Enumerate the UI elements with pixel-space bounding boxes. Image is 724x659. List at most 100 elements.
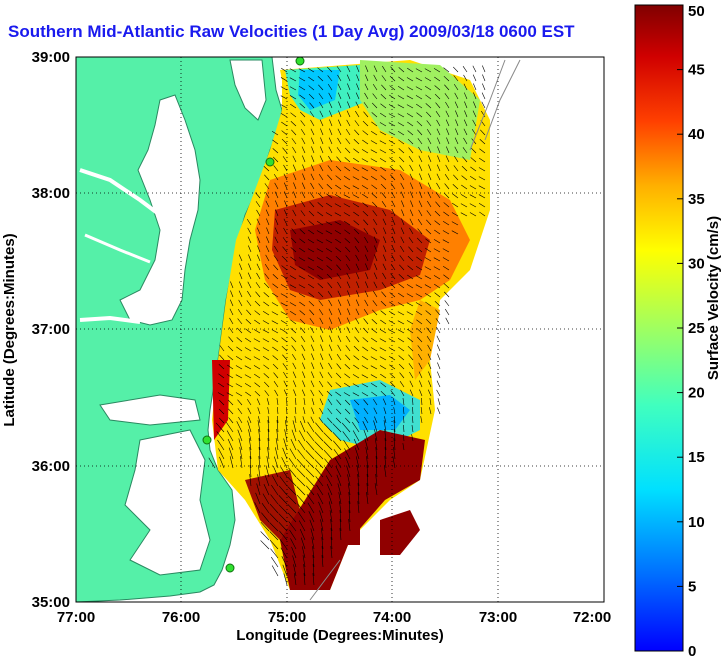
velocity-arrow xyxy=(319,326,324,334)
velocity-arrow xyxy=(302,380,306,388)
velocity-arrow xyxy=(308,229,315,235)
velocity-arrow xyxy=(296,458,306,469)
velocity-arrow xyxy=(451,202,459,208)
velocity-arrow xyxy=(254,502,261,514)
hf-radar-site-3 xyxy=(202,435,212,445)
velocity-arrow xyxy=(344,229,351,235)
velocity-arrow xyxy=(336,264,342,271)
velocity-arrow xyxy=(336,147,342,154)
velocity-arrow xyxy=(417,138,423,145)
velocity-arrow xyxy=(308,220,315,226)
velocity-arrow xyxy=(471,128,477,136)
velocity-arrow xyxy=(272,465,279,478)
velocity-arrow xyxy=(244,374,252,379)
velocity-arrow xyxy=(296,468,306,478)
velocity-arrow xyxy=(355,272,360,280)
velocity-arrow xyxy=(371,319,378,325)
velocity-arrow xyxy=(346,335,351,343)
velocity-arrow xyxy=(397,292,405,298)
velocity-arrow xyxy=(380,94,387,100)
velocity-arrow xyxy=(328,137,333,145)
velocity-arrow xyxy=(374,254,378,262)
velocity-arrow xyxy=(289,77,297,82)
y-tick-label: 36:00 xyxy=(32,458,70,475)
velocity-arrow xyxy=(370,356,378,361)
velocity-arrow xyxy=(454,155,459,163)
velocity-arrow xyxy=(289,529,297,541)
velocity-arrow xyxy=(426,120,432,127)
velocity-arrow xyxy=(426,210,432,217)
velocity-arrow xyxy=(409,227,414,235)
velocity-arrow xyxy=(397,85,405,91)
velocity-arrow xyxy=(298,266,306,271)
velocity-arrow xyxy=(288,521,297,532)
velocity-arrow xyxy=(478,194,486,199)
velocity-arrow xyxy=(310,164,315,172)
velocity-arrow xyxy=(362,193,369,199)
velocity-arrow xyxy=(305,440,315,451)
velocity-arrow xyxy=(366,456,369,469)
velocity-arrow xyxy=(310,173,315,181)
velocity-arrow xyxy=(473,101,477,109)
velocity-arrow xyxy=(425,111,432,118)
velocity-arrow xyxy=(416,112,423,118)
velocity-arrow xyxy=(284,429,288,442)
velocity-arrow xyxy=(407,328,414,334)
velocity-arrow xyxy=(436,335,441,343)
velocity-arrow xyxy=(393,429,396,442)
velocity-arrow xyxy=(354,336,360,343)
velocity-arrow xyxy=(278,521,288,532)
velocity-arrow xyxy=(319,119,324,127)
velocity-arrow xyxy=(352,430,360,442)
velocity-arrow xyxy=(226,430,234,442)
velocity-arrow xyxy=(425,229,432,235)
velocity-arrow xyxy=(289,275,297,280)
velocity-arrow xyxy=(282,447,288,460)
velocity-arrow xyxy=(317,202,324,208)
velocity-arrow xyxy=(321,555,324,568)
velocity-arrow xyxy=(235,392,243,397)
velocity-arrow xyxy=(347,308,351,316)
velocity-arrow xyxy=(279,476,288,487)
velocity-arrow xyxy=(325,248,333,253)
velocity-arrow xyxy=(436,371,441,379)
velocity-arrow xyxy=(444,93,450,100)
velocity-arrow xyxy=(408,363,414,370)
velocity-arrow xyxy=(344,408,351,415)
velocity-arrow xyxy=(416,256,423,262)
velocity-arrow xyxy=(353,345,360,352)
velocity-arrow xyxy=(272,274,279,280)
velocity-arrow xyxy=(364,438,369,451)
velocity-arrow xyxy=(265,245,270,253)
velocity-arrow xyxy=(309,309,315,316)
velocity-arrow xyxy=(289,284,297,289)
velocity-arrow xyxy=(324,458,333,469)
velocity-arrow xyxy=(274,447,279,460)
velocity-arrow xyxy=(303,564,306,577)
velocity-arrow xyxy=(338,110,342,118)
velocity-arrow xyxy=(316,230,324,235)
velocity-arrow xyxy=(433,257,441,262)
velocity-arrow xyxy=(443,211,450,217)
velocity-arrow xyxy=(424,247,432,253)
velocity-arrow xyxy=(247,272,252,280)
velocity-arrow xyxy=(227,345,234,352)
velocity-arrow xyxy=(235,374,243,379)
velocity-arrow xyxy=(347,101,351,109)
velocity-arrow xyxy=(371,328,378,334)
velocity-arrow xyxy=(427,362,432,370)
velocity-arrow xyxy=(419,182,423,190)
velocity-arrow xyxy=(314,450,324,460)
velocity-arrow xyxy=(311,407,315,415)
velocity-arrow xyxy=(372,398,378,406)
velocity-arrow xyxy=(255,291,261,298)
velocity-arrow xyxy=(392,456,396,469)
velocity-arrow xyxy=(310,182,315,190)
hf-radar-site-2 xyxy=(265,157,275,167)
velocity-arrow xyxy=(362,421,369,433)
velocity-arrow xyxy=(262,310,270,316)
velocity-arrow xyxy=(240,456,243,469)
velocity-arrow xyxy=(384,429,387,442)
velocity-arrow xyxy=(381,192,387,199)
velocity-arrow xyxy=(327,408,333,415)
